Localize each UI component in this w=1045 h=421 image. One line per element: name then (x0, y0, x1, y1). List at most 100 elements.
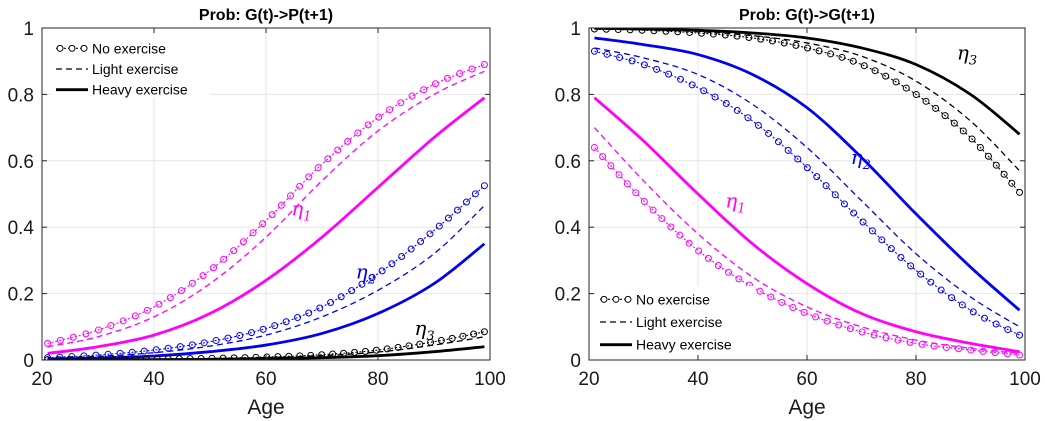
x-tick-label: 100 (1009, 369, 1041, 390)
data-point-marker (968, 135, 976, 143)
data-point-marker (324, 155, 332, 163)
data-point-marker (992, 320, 1000, 328)
data-point-marker (767, 293, 775, 301)
data-point-marker (398, 252, 406, 260)
data-point-marker (305, 173, 313, 181)
data-point-marker (887, 245, 895, 253)
data-point-marker (230, 247, 238, 255)
x-tick-label: 60 (796, 369, 817, 390)
data-point-marker (735, 275, 743, 283)
data-point-marker (397, 99, 405, 107)
legend-label-no-exercise: No exercise (636, 291, 710, 307)
data-point-marker (456, 70, 464, 78)
legend-marker (80, 44, 88, 52)
data-point-marker (700, 87, 708, 95)
data-point-marker (917, 270, 925, 278)
data-point-marker (868, 227, 876, 235)
data-point-marker (166, 294, 174, 302)
data-point-marker (459, 332, 467, 340)
data-point-marker (239, 238, 247, 246)
data-point-marker (991, 349, 999, 357)
data-point-marker (1008, 179, 1016, 187)
data-point-marker (937, 286, 945, 294)
data-point-marker (757, 35, 765, 43)
y-tick-label: 1 (23, 19, 34, 40)
legend-label-light-exercise: Light exercise (92, 61, 179, 77)
data-point-marker (224, 334, 232, 342)
series-line-eta2-heavy-exercise (47, 242, 486, 360)
data-point-marker (878, 236, 886, 244)
curve-label-subscript: 3 (426, 329, 434, 344)
data-point-marker (778, 298, 786, 306)
series-line-eta1-no-exercise (594, 147, 1020, 356)
data-point-marker (902, 84, 910, 92)
series-line-eta2-light-exercise (594, 47, 1020, 328)
data-point-marker (1016, 331, 1024, 339)
data-point-marker (107, 322, 115, 330)
legend-marker (68, 44, 76, 52)
data-point-marker (803, 164, 811, 172)
data-point-marker (906, 338, 914, 346)
data-point-marker (177, 287, 185, 295)
data-point-marker (658, 215, 666, 223)
data-point-marker (882, 334, 890, 342)
curve-label-subscript: 1 (303, 210, 311, 225)
data-point-marker (1000, 170, 1008, 178)
data-point-marker (417, 237, 425, 245)
curve-label-eta2: η2 (356, 260, 376, 288)
data-point-marker (590, 144, 598, 152)
curves (590, 28, 1024, 359)
data-point-marker (677, 75, 684, 83)
data-point-marker (912, 91, 920, 99)
series-line-eta3-light-exercise (594, 28, 1021, 172)
x-tick-label: 20 (31, 369, 52, 390)
data-point-marker (711, 93, 719, 101)
data-point-marker (984, 152, 992, 160)
data-point-marker (344, 137, 352, 145)
data-point-marker (858, 328, 866, 336)
y-tick-label: 0.8 (8, 85, 34, 106)
data-point-marker (813, 173, 821, 181)
data-point-marker (955, 345, 963, 353)
series-line-eta2-light-exercise (47, 205, 485, 359)
data-point-marker (927, 278, 935, 286)
x-axis-label: Age (247, 396, 284, 419)
legend: No exercise Light exercise Heavy exercise (52, 36, 210, 98)
curve-label-subscript: 3 (969, 54, 977, 69)
data-point-marker (948, 294, 956, 302)
data-point-marker (94, 326, 102, 334)
data-point-marker (804, 44, 811, 52)
curve-label-eta3: η3 (957, 41, 977, 69)
series-line-eta1-heavy-exercise (47, 96, 486, 355)
data-point-marker (388, 260, 396, 268)
data-point-marker (628, 57, 636, 65)
series-line-eta3-heavy-exercise (594, 28, 1021, 136)
data-point-marker (744, 114, 752, 122)
data-point-marker (623, 180, 631, 188)
data-point-marker (480, 61, 488, 69)
data-point-marker (271, 322, 279, 330)
data-point-marker (210, 264, 218, 272)
data-point-marker (979, 347, 987, 355)
data-point-marker (941, 112, 949, 120)
data-point-marker (932, 104, 940, 112)
data-point-marker (812, 313, 820, 321)
curve-label-subscript: 1 (737, 201, 745, 216)
data-point-marker (835, 321, 843, 329)
data-point-marker (959, 127, 967, 135)
curve-label-eta3: η3 (414, 316, 434, 344)
data-point-marker (922, 97, 930, 105)
x-tick-label: 80 (905, 369, 926, 390)
data-point-marker (337, 293, 345, 301)
data-point-marker (143, 306, 151, 314)
data-point-marker (768, 37, 776, 45)
data-point-marker (480, 182, 488, 190)
data-point-marker (892, 78, 900, 86)
x-tick-label: 100 (474, 369, 506, 390)
data-point-marker (471, 190, 479, 198)
data-point-marker (453, 206, 461, 214)
data-point-marker (800, 308, 808, 316)
data-point-marker (152, 346, 160, 354)
data-point-marker (480, 328, 488, 336)
